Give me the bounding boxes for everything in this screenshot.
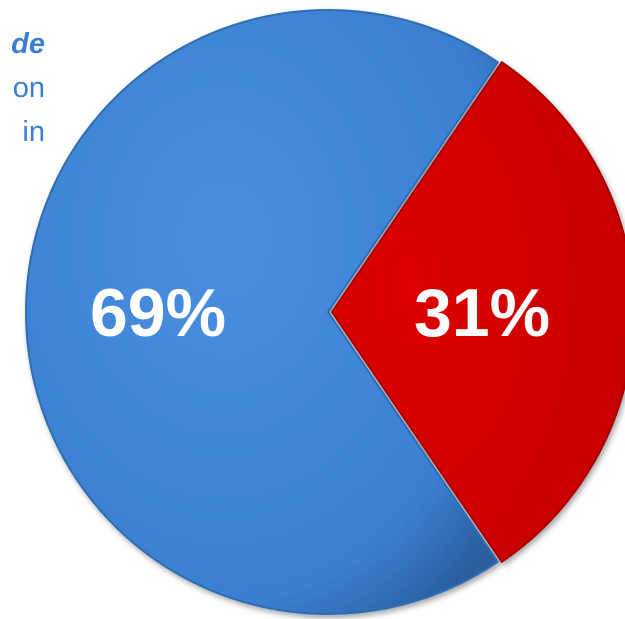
side-text-line-1: de: [11, 28, 45, 60]
pie-label-red: 31%: [414, 275, 550, 351]
side-text-line-2: on: [12, 72, 45, 104]
pie-slice-red: [330, 60, 625, 564]
side-text-line-3: in: [22, 116, 45, 148]
pie-label-blue: 69%: [90, 275, 226, 351]
pie-slice-blue: [25, 9, 500, 615]
cropped-side-text: de on in: [0, 22, 45, 154]
